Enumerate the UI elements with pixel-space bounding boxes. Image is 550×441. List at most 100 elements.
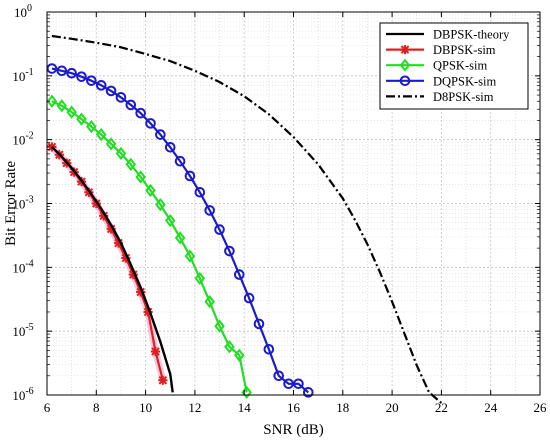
data-point	[150, 346, 161, 357]
series-line	[51, 34, 443, 404]
data-point	[115, 92, 127, 103]
data-point	[128, 269, 138, 280]
data-point	[164, 213, 176, 228]
data-point	[86, 75, 97, 86]
x-tick-label: 24	[484, 400, 498, 415]
series-d8psk-sim	[51, 34, 443, 404]
x-tick-label: 6	[44, 400, 51, 415]
data-point	[99, 211, 109, 221]
data-point	[243, 292, 255, 304]
x-tick-label: 16	[287, 400, 301, 415]
data-point	[121, 253, 131, 263]
data-point	[56, 65, 68, 77]
data-point	[233, 348, 245, 362]
y-tick-label: 10-3	[12, 195, 33, 212]
legend-marker	[400, 45, 410, 55]
data-point	[115, 146, 127, 160]
data-point	[204, 295, 215, 309]
data-point	[194, 186, 206, 198]
axis-ticks	[46, 11, 541, 396]
legend-item: QPSK-sim	[386, 58, 487, 73]
y-tick-label: 10-1	[12, 67, 33, 84]
series-line	[51, 100, 248, 393]
y-axis-label: Bit Error Rate	[3, 161, 19, 246]
legend-item: D8PSK-sim	[386, 90, 494, 104]
legend-item: DQPSK-sim	[386, 74, 496, 88]
x-tick-label: 10	[139, 400, 152, 415]
data-point	[224, 245, 235, 257]
data-point	[106, 224, 116, 234]
x-tick-label: 12	[188, 400, 201, 415]
data-point	[214, 224, 225, 235]
series-line	[51, 67, 310, 394]
x-tick-label: 14	[238, 400, 252, 415]
series-dbpsk-theory	[51, 146, 174, 393]
legend-marker	[399, 75, 411, 87]
data-point	[66, 67, 77, 79]
data-point	[105, 137, 117, 151]
data-point	[76, 71, 87, 82]
data-point	[86, 120, 97, 134]
data-point	[283, 378, 294, 390]
data-point	[145, 118, 156, 129]
data-point	[56, 99, 68, 113]
x-tick-label: 20	[386, 400, 399, 415]
series-line	[51, 146, 174, 393]
data-point	[155, 129, 166, 140]
x-tick-label: 8	[93, 400, 100, 415]
data-point	[145, 183, 156, 198]
series-qpsk-sim	[46, 94, 252, 399]
y-tick-label: 10-4	[12, 258, 33, 275]
x-tick-label: 22	[435, 400, 448, 415]
legend-label: DBPSK-theory	[433, 28, 510, 42]
data-point	[113, 238, 124, 248]
y-tick-label: 100	[14, 3, 32, 20]
y-tick-label: 10-5	[12, 322, 33, 339]
x-axis-label: SNR (dB)	[263, 422, 323, 438]
data-point	[46, 94, 58, 108]
data-point	[95, 80, 107, 91]
plot-series-group	[46, 34, 443, 404]
data-point	[224, 340, 235, 354]
data-point	[233, 269, 245, 280]
legend-label: QPSK-sim	[433, 59, 487, 73]
data-point	[184, 170, 196, 182]
y-tick-label: 10-2	[12, 131, 33, 148]
data-point	[66, 105, 77, 119]
data-point	[135, 107, 146, 119]
data-point	[46, 63, 58, 74]
data-point	[95, 128, 107, 142]
data-point	[293, 378, 304, 390]
y-tick-label: 10-6	[12, 386, 33, 403]
x-tick-label: 18	[336, 400, 349, 415]
data-point	[135, 170, 146, 184]
data-point	[174, 155, 186, 167]
series-dbpsk-sim	[47, 142, 168, 385]
data-point	[194, 271, 206, 286]
data-point	[125, 99, 137, 111]
legend-label: DBPSK-sim	[433, 43, 496, 57]
chart-grid	[47, 12, 540, 395]
data-point	[125, 157, 137, 171]
data-point	[263, 343, 275, 355]
legend-item: DBPSK-theory	[386, 28, 510, 42]
x-tick-label: 26	[534, 400, 548, 415]
data-point	[136, 287, 146, 297]
data-point	[76, 112, 87, 126]
axis-tick-labels: 6 8 10 12 14 16 18 20 22 24 26 100 10-1 10-2 10-3 10-4 1…	[12, 3, 547, 415]
legend-item: DBPSK-sim	[386, 43, 496, 57]
data-point	[273, 370, 285, 382]
legend-marker	[399, 58, 411, 72]
data-point	[214, 319, 225, 333]
data-point	[155, 198, 166, 212]
data-point	[204, 205, 215, 216]
legend-label: D8PSK-sim	[433, 90, 494, 104]
data-point	[302, 387, 314, 398]
data-point	[143, 307, 153, 317]
data-point	[174, 231, 186, 245]
series-dqpsk-sim	[46, 63, 314, 398]
data-point	[158, 375, 168, 385]
data-point	[253, 318, 265, 330]
